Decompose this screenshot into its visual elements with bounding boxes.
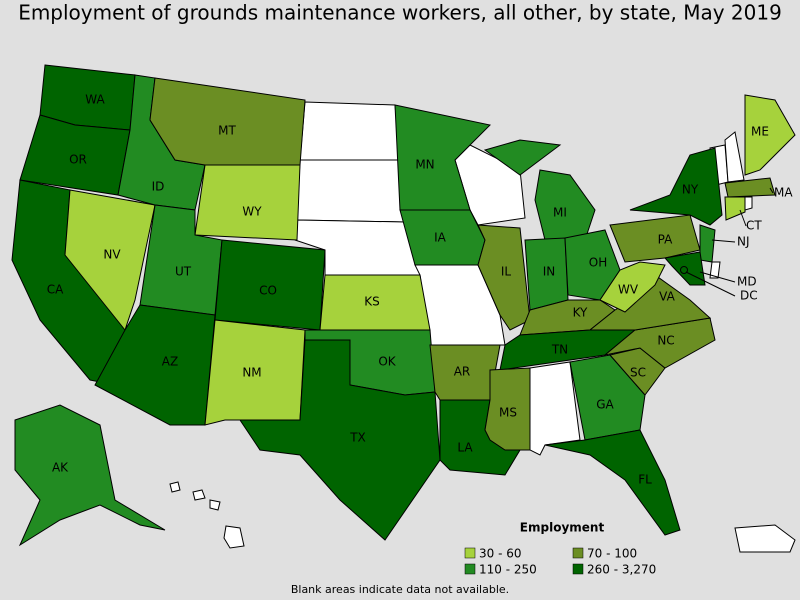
state-label: MA	[774, 186, 793, 200]
state	[94, 304, 216, 426]
legend-label: 260 - 3,270	[587, 563, 656, 577]
footnote: Blank areas indicate data not available.	[291, 583, 509, 596]
state	[599, 261, 666, 313]
state-label: NC	[657, 334, 674, 348]
state-label: LA	[457, 441, 473, 455]
states	[11, 64, 796, 547]
state-labels: WA OR CA NV ID MT WY UT CO AZ NM KS OK T…	[47, 93, 794, 487]
state	[14, 404, 166, 547]
legend-title: Employment	[520, 521, 605, 535]
state-label: KY	[573, 306, 588, 320]
state-label: MS	[499, 406, 517, 420]
state-label: UT	[175, 265, 192, 279]
state	[680, 266, 688, 274]
legend-swatch	[464, 563, 476, 575]
state	[569, 354, 646, 441]
state	[544, 429, 681, 536]
legend-label: 30 - 60	[479, 547, 522, 561]
state-label: AR	[454, 365, 471, 379]
state-label: TX	[349, 431, 366, 445]
state-label: OR	[69, 153, 87, 167]
state-label: NJ	[737, 235, 750, 249]
state-label: WA	[85, 93, 105, 107]
state-label: TN	[551, 343, 568, 357]
state-label: PA	[658, 233, 673, 247]
state-label: MD	[737, 275, 757, 289]
legend-swatch	[572, 563, 584, 575]
title: Employment of grounds maintenance worker…	[18, 1, 782, 25]
state-label: CT	[746, 219, 762, 233]
legend-swatch	[464, 547, 476, 559]
state-label: OK	[378, 355, 396, 369]
state-label: GA	[596, 398, 614, 412]
state-label: OH	[589, 256, 607, 270]
legend-swatch	[572, 547, 584, 559]
state	[477, 224, 531, 331]
state-label: KS	[364, 295, 380, 309]
state-label: DC	[740, 289, 758, 303]
state	[64, 189, 156, 332]
state-label: NY	[682, 183, 699, 197]
state	[483, 139, 562, 176]
state-label: AZ	[162, 355, 178, 369]
state	[744, 94, 796, 176]
state-label: MN	[415, 158, 434, 172]
state	[239, 339, 441, 541]
state-label: SC	[630, 366, 646, 380]
state-label: NM	[242, 366, 261, 380]
state-label: FL	[638, 473, 652, 487]
state	[149, 77, 306, 166]
state-label: WV	[618, 283, 639, 297]
state-label: CA	[47, 283, 64, 297]
state	[484, 367, 531, 451]
state-label: WY	[242, 205, 262, 219]
state-label: IL	[501, 265, 512, 279]
state-label: AK	[52, 461, 69, 475]
state-label: VA	[659, 290, 675, 304]
legend-label: 70 - 100	[587, 547, 637, 561]
state	[699, 224, 716, 263]
state-label: ID	[152, 180, 165, 194]
state-label: MT	[218, 124, 236, 138]
state-label: ME	[751, 125, 769, 139]
state-label: IN	[543, 265, 556, 279]
state	[194, 164, 301, 241]
state	[609, 214, 701, 263]
state-label: IA	[434, 231, 447, 245]
state	[394, 104, 492, 211]
state	[724, 196, 746, 221]
state	[724, 177, 776, 198]
state-label: MI	[553, 206, 567, 220]
legend: 30 - 60 70 - 100 110 - 250 260 - 3,270	[464, 547, 656, 577]
state-label: CO	[259, 284, 277, 298]
legend-label: 110 - 250	[479, 563, 537, 577]
state	[629, 147, 723, 226]
state-label: NV	[103, 248, 121, 262]
